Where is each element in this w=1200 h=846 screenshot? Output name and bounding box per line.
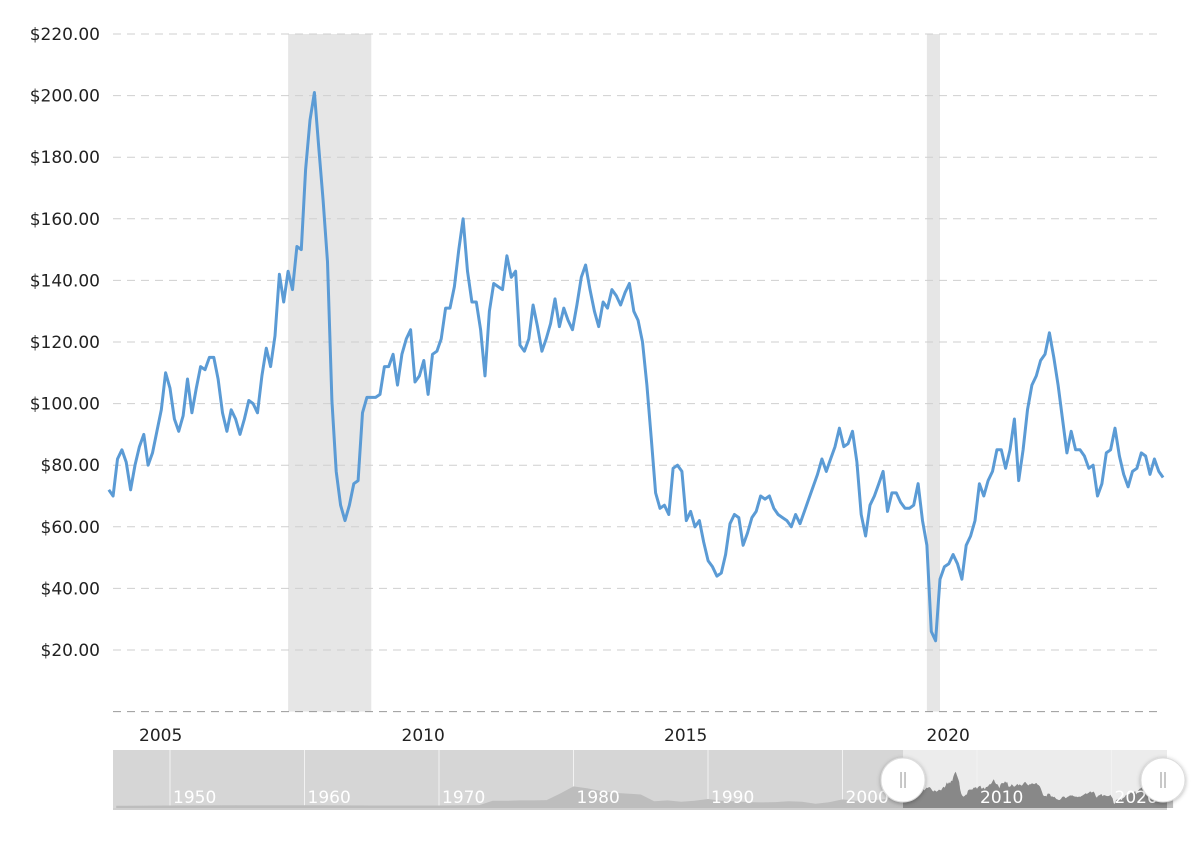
grip-lines-icon <box>900 772 906 788</box>
y-tick-label: $220.00 <box>30 25 100 45</box>
navigator-label: 2010 <box>980 788 1023 808</box>
navigator-area-selected <box>903 771 1168 808</box>
recession-band <box>926 34 940 712</box>
handle-circle[interactable] <box>880 757 926 803</box>
y-tick-label: $180.00 <box>30 148 100 168</box>
navigator-label: 1980 <box>577 788 620 808</box>
grid-lines <box>113 33 1163 713</box>
y-tick-label: $120.00 <box>30 333 100 353</box>
y-tick-label: $160.00 <box>30 210 100 230</box>
y-tick-label: $200.00 <box>30 87 100 107</box>
x-axis-labels: 2005 2010 2015 2020 <box>139 726 970 746</box>
grip-lines-icon <box>1160 772 1166 788</box>
range-navigator[interactable]: 1950 1960 1970 1980 1990 2000 2010 2020 <box>113 750 1186 810</box>
x-tick-label: 2005 <box>139 726 182 746</box>
navigator-label: 1950 <box>173 788 216 808</box>
y-axis-labels: $20.00 $40.00 $60.00 $80.00 $100.00 $120.00 $1… <box>30 25 100 661</box>
y-tick-label: $40.00 <box>41 579 100 599</box>
navigator-label: 2000 <box>846 788 889 808</box>
navigator-right-handle[interactable] <box>1140 757 1186 803</box>
price-line <box>107 91 1165 643</box>
x-tick-label: 2010 <box>402 726 445 746</box>
y-tick-label: $100.00 <box>30 395 100 415</box>
x-tick-label: 2015 <box>664 726 707 746</box>
y-tick-label: $60.00 <box>41 518 100 538</box>
navigator-label: 1970 <box>442 788 485 808</box>
navigator-label: 1960 <box>308 788 351 808</box>
recession-bands <box>288 34 940 712</box>
y-tick-label: $140.00 <box>30 271 100 291</box>
y-tick-label: $80.00 <box>41 456 100 476</box>
navigator-left-handle[interactable] <box>880 757 926 803</box>
handle-circle[interactable] <box>1140 757 1186 803</box>
x-tick-label: 2020 <box>927 726 970 746</box>
navigator-label: 1990 <box>711 788 754 808</box>
y-tick-label: $20.00 <box>41 641 100 661</box>
